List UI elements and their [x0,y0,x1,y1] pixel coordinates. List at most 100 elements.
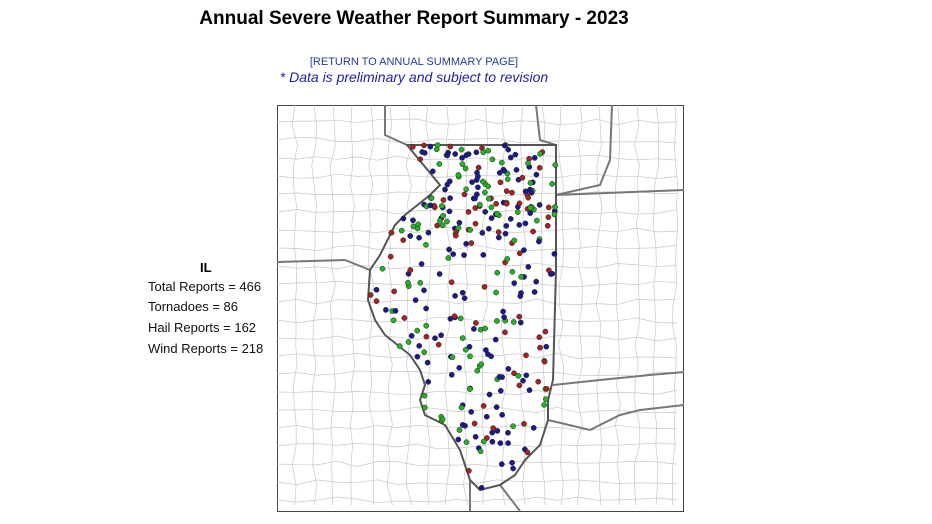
report-dot [429,168,436,175]
report-dot [416,343,423,349]
page-title: Annual Severe Weather Report Summary - 2… [199,8,629,29]
report-dot [452,151,459,157]
report-dot [468,240,475,246]
report-dot [409,144,416,150]
report-dot [507,216,514,222]
report-dot [525,194,532,201]
return-link[interactable]: [RETURN TO ANNUAL SUMMARY PAGE] [309,56,519,68]
report-dot [392,307,399,314]
report-dot [459,155,465,161]
report-dot [495,234,502,241]
report-dot [424,359,431,366]
report-dot [445,255,452,261]
report-dot [446,246,452,253]
report-dot [534,217,540,224]
report-dot [423,333,430,340]
report-dot [494,428,501,434]
report-dot [419,149,426,155]
report-dot [447,315,454,322]
report-dot [417,156,424,163]
report-dot [537,344,543,351]
county-line [277,262,678,270]
report-dot [535,378,542,385]
report-dot [436,161,443,167]
county-line [277,479,678,486]
report-dot [479,230,486,236]
report-dot [465,209,472,215]
report-dot [439,416,446,423]
report-dot [537,151,543,157]
report-dot [459,335,466,341]
county-line [633,105,641,506]
report-dot [468,409,475,415]
report-dot [493,200,499,207]
report-dot [461,295,468,302]
report-dot [466,343,473,350]
report-dot [530,425,537,431]
report-dot [516,200,523,207]
report-dot [448,371,455,378]
report-dot [496,169,503,176]
report-dot [444,218,450,225]
report-dot [490,425,497,431]
report-dot [485,225,492,232]
report-dot [488,204,495,211]
report-dot [477,201,483,208]
report-map [277,105,685,512]
map-frame [277,105,684,512]
county-line [405,105,413,506]
report-dot [503,223,510,229]
report-dot [414,353,421,360]
county-line [277,244,678,252]
report-dot [536,334,543,341]
hail-reports: Hail Reports = 162 [148,320,257,335]
report-dot [412,297,419,303]
report-dot [398,227,405,234]
report-dot [482,208,489,215]
report-dot [512,151,519,158]
report-dot [396,343,403,349]
report-dot [525,264,532,270]
report-dot [502,230,509,237]
report-dot [544,222,551,229]
report-dot [518,290,524,296]
report-dot [552,162,559,168]
report-dot [495,229,502,235]
report-dot [461,252,467,258]
report-dot [391,288,398,295]
report-dot [527,180,534,186]
report-dot [510,319,517,325]
report-dot [458,404,465,411]
report-dot [421,142,427,149]
report-dot [388,229,395,236]
report-dot [455,172,462,178]
report-dot [373,298,380,304]
report-dot [480,438,487,445]
county-line [277,424,678,431]
report-dot [545,214,552,221]
report-dot [552,204,558,210]
report-dot [437,217,443,224]
state-label: IL [200,260,212,275]
report-dot [387,253,394,260]
report-dot [474,367,481,374]
county-line [277,335,678,342]
report-dot [497,440,504,446]
report-dot [458,146,465,153]
report-dot [473,177,480,183]
report-dot [447,143,454,150]
report-dot [541,402,547,408]
report-dot [452,293,458,299]
report-dot [531,289,538,295]
report-dot [474,169,480,176]
report-dot [514,209,521,215]
report-dot [533,171,540,178]
report-dot [434,142,441,148]
report-dot [513,167,520,173]
report-dot [511,370,517,377]
report-dot [542,328,549,335]
report-dot [401,315,408,321]
report-dot [536,202,543,208]
report-dot [505,440,511,446]
